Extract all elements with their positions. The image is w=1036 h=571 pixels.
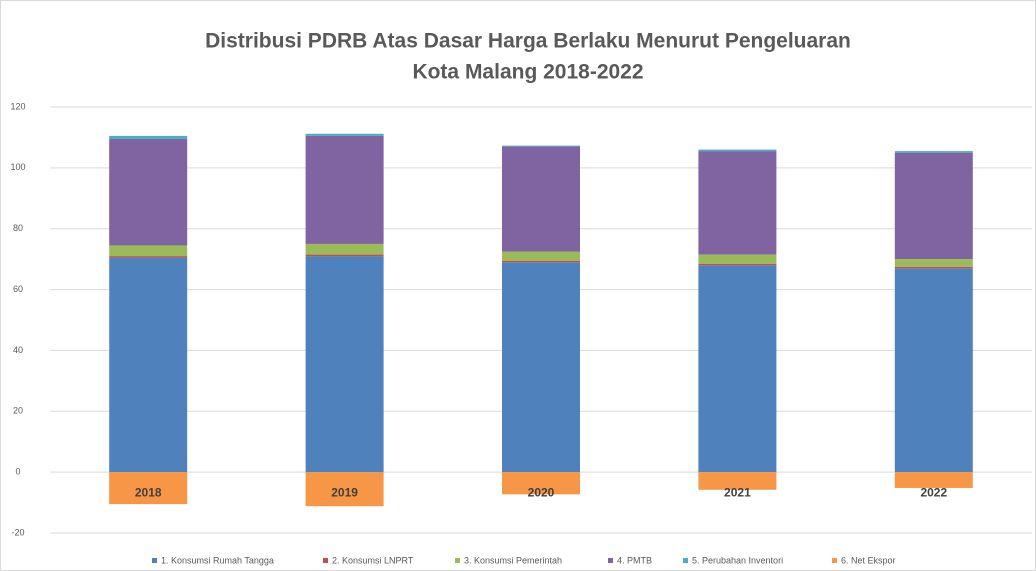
legend-label: 4. PMTB [617, 555, 652, 565]
bar-segment [894, 266, 973, 269]
y-tick-label: 0 [15, 467, 20, 477]
x-tick-label: 2021 [724, 485, 751, 499]
bar-segment [894, 268, 973, 473]
bar-segment [698, 263, 777, 266]
chart-title: Kota Malang 2018-2022 [412, 61, 643, 84]
bar-segment [894, 259, 973, 267]
bar-segment [698, 265, 777, 473]
bar-segment [502, 262, 580, 473]
bar-segment [305, 133, 384, 136]
y-tick-label: 40 [13, 345, 23, 355]
legend-swatch [683, 558, 688, 563]
legend-label: 1. Konsumsi Rumah Tangga [161, 555, 274, 565]
bar-segment [502, 260, 580, 263]
bar-segment [502, 472, 580, 495]
bar-segment [894, 152, 973, 260]
legend-label: 6. Net Ekspor [841, 555, 896, 565]
legend-label: 2. Konsumsi LNPRT [332, 555, 414, 565]
bar-segment [305, 256, 384, 473]
legend-label: 3. Konsumsi Pemerintah [464, 555, 562, 565]
bar-segment [894, 151, 973, 153]
bar-segment [305, 135, 384, 244]
bar-segment [109, 257, 188, 473]
x-tick-label: 2018 [135, 485, 162, 499]
bar-segment [502, 251, 580, 261]
chart-title: Distribusi PDRB Atas Dasar Harga Berlaku… [205, 30, 851, 53]
y-tick-label: 60 [13, 284, 23, 294]
legend-label: 5. Perubahan Inventori [692, 555, 783, 565]
bar-segment [502, 146, 580, 252]
bar-segment [698, 472, 777, 490]
bar-segment [109, 245, 188, 257]
bar-segment [109, 135, 188, 139]
bar-segment [305, 254, 384, 257]
bar-segment [109, 472, 188, 505]
x-tick-label: 2020 [528, 485, 555, 499]
legend-swatch [608, 558, 613, 563]
legend-swatch [832, 558, 837, 563]
bar-segment [698, 151, 777, 255]
bar-segment [109, 138, 188, 246]
bar-segment [305, 472, 384, 507]
legend-swatch [152, 558, 157, 563]
x-tick-label: 2022 [920, 485, 947, 499]
y-tick-label: 100 [10, 162, 25, 172]
bar-segment [109, 256, 188, 258]
y-tick-label: 120 [10, 101, 25, 111]
legend-swatch [323, 558, 328, 563]
bar-segment [305, 243, 384, 255]
bar-segment [698, 254, 777, 264]
x-tick-label: 2019 [331, 485, 358, 499]
y-tick-label: 80 [13, 223, 23, 233]
y-tick-label: -20 [11, 527, 24, 537]
bar-segment [698, 149, 777, 152]
y-tick-label: 20 [13, 406, 23, 416]
bar-segment [894, 472, 973, 488]
legend-swatch [455, 558, 460, 563]
bar-segment [502, 145, 580, 147]
